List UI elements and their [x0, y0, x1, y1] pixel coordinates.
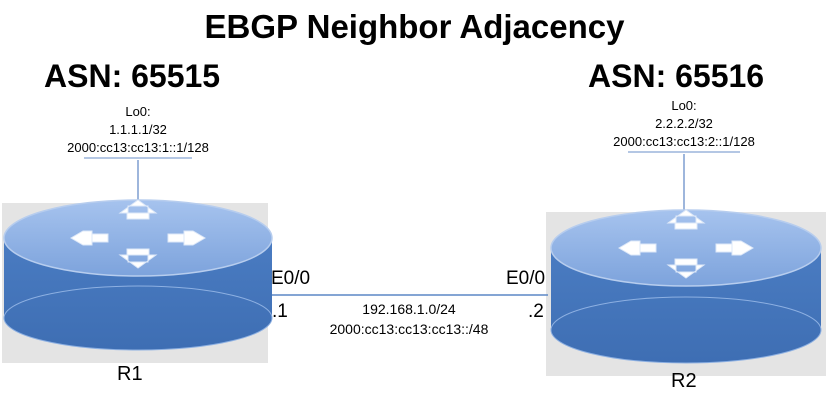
r2-host: .2 — [528, 301, 544, 322]
link-subnet: 192.168.1.0/24 2000:cc13:cc13:cc13::/48 — [298, 299, 520, 339]
r1-loopback-ipv4: 1.1.1.1/32 — [109, 122, 167, 137]
router-r1 — [3, 199, 273, 351]
r2-loopback-label: Lo0: — [671, 98, 697, 113]
router-r2 — [550, 209, 822, 364]
r2-asn: ASN: 65516 — [588, 58, 765, 94]
r1-interface: E0/0 — [271, 268, 311, 289]
r2-loopback-ipv6: 2000:cc13:cc13:2::1/128 — [613, 134, 755, 149]
router-arrows-icon — [618, 209, 754, 279]
r1-name: R1 — [117, 363, 143, 385]
r2-loopback-ipv4: 2.2.2.2/32 — [655, 116, 713, 131]
r2-interface: E0/0 — [506, 268, 546, 289]
r1-loopback-ipv6: 2000:cc13:cc13:1::1/128 — [67, 140, 209, 155]
link-ipv6: 2000:cc13:cc13:cc13::/48 — [329, 321, 489, 337]
diagram-title: EBGP Neighbor Adjacency — [204, 8, 625, 45]
r2-name: R2 — [671, 370, 697, 392]
r1-loopback: Lo0: 1.1.1.1/32 2000:cc13:cc13:1::1/128 — [38, 103, 238, 157]
r1-host: .1 — [272, 301, 288, 322]
router-arrows-icon — [70, 199, 206, 269]
r1-loopback-label: Lo0: — [125, 104, 151, 119]
r2-loopback: Lo0: 2.2.2.2/32 2000:cc13:cc13:2::1/128 — [584, 97, 784, 151]
r1-asn: ASN: 65515 — [44, 58, 221, 94]
link-ipv4: 192.168.1.0/24 — [362, 301, 456, 317]
